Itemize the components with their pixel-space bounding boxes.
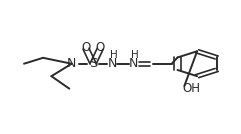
Text: OH: OH	[182, 82, 200, 95]
Text: S: S	[89, 57, 97, 70]
Text: H: H	[110, 50, 118, 60]
Text: O: O	[81, 41, 91, 54]
Text: H: H	[131, 50, 139, 60]
Text: N: N	[107, 57, 117, 70]
Text: O: O	[96, 41, 105, 54]
Text: N: N	[67, 57, 76, 70]
Text: N: N	[129, 57, 138, 70]
